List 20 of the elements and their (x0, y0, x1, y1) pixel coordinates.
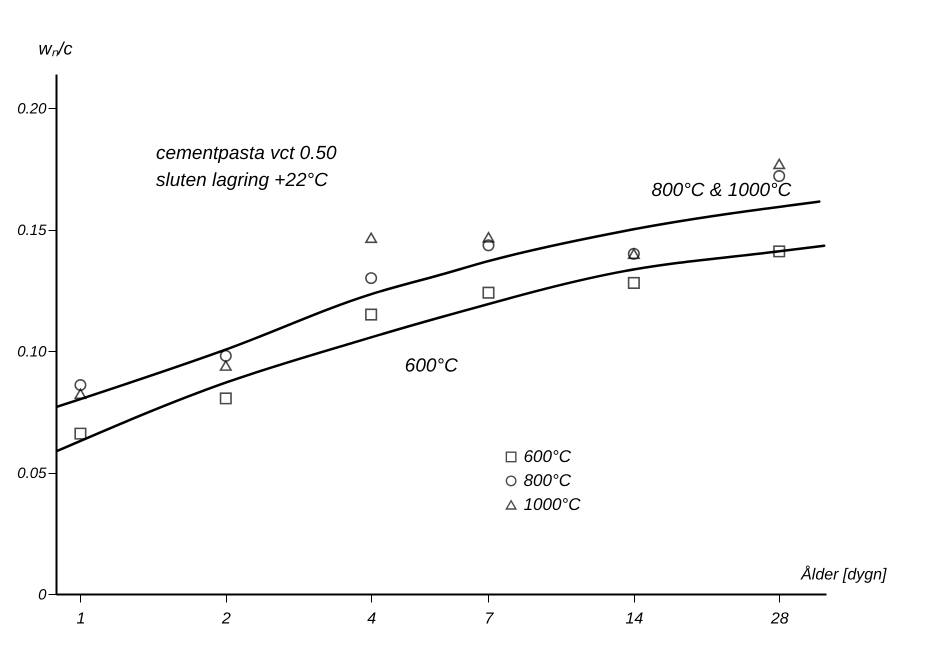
y-axis-title: wₙ/c (38, 38, 72, 58)
x-tick-label: 2 (220, 610, 231, 628)
y-tick-label: 0.15 (17, 222, 48, 240)
legend-label: 600°C (524, 446, 572, 466)
y-tick-label: 0.10 (17, 344, 48, 361)
x-tick-label: 1 (76, 610, 86, 628)
annotation: 800°C & 1000°C (652, 180, 792, 201)
annotation: cementpasta vct 0.50 (156, 143, 338, 164)
legend-label: 1000°C (524, 494, 582, 514)
y-tick-label: 0.20 (17, 100, 48, 118)
y-tick-label: 0 (38, 586, 48, 604)
y-tick-label: 0.05 (17, 465, 48, 482)
annotation: sluten lagring +22°C (156, 170, 328, 191)
x-axis-title: Ålder [dygn] (800, 566, 888, 584)
annotation: 600°C (404, 355, 458, 376)
x-tick-label: 14 (625, 610, 644, 628)
x-tick-label: 28 (770, 610, 789, 628)
x-tick-label: 7 (484, 610, 495, 628)
x-tick-label: 4 (367, 610, 376, 628)
legend-label: 800°C (524, 470, 572, 490)
